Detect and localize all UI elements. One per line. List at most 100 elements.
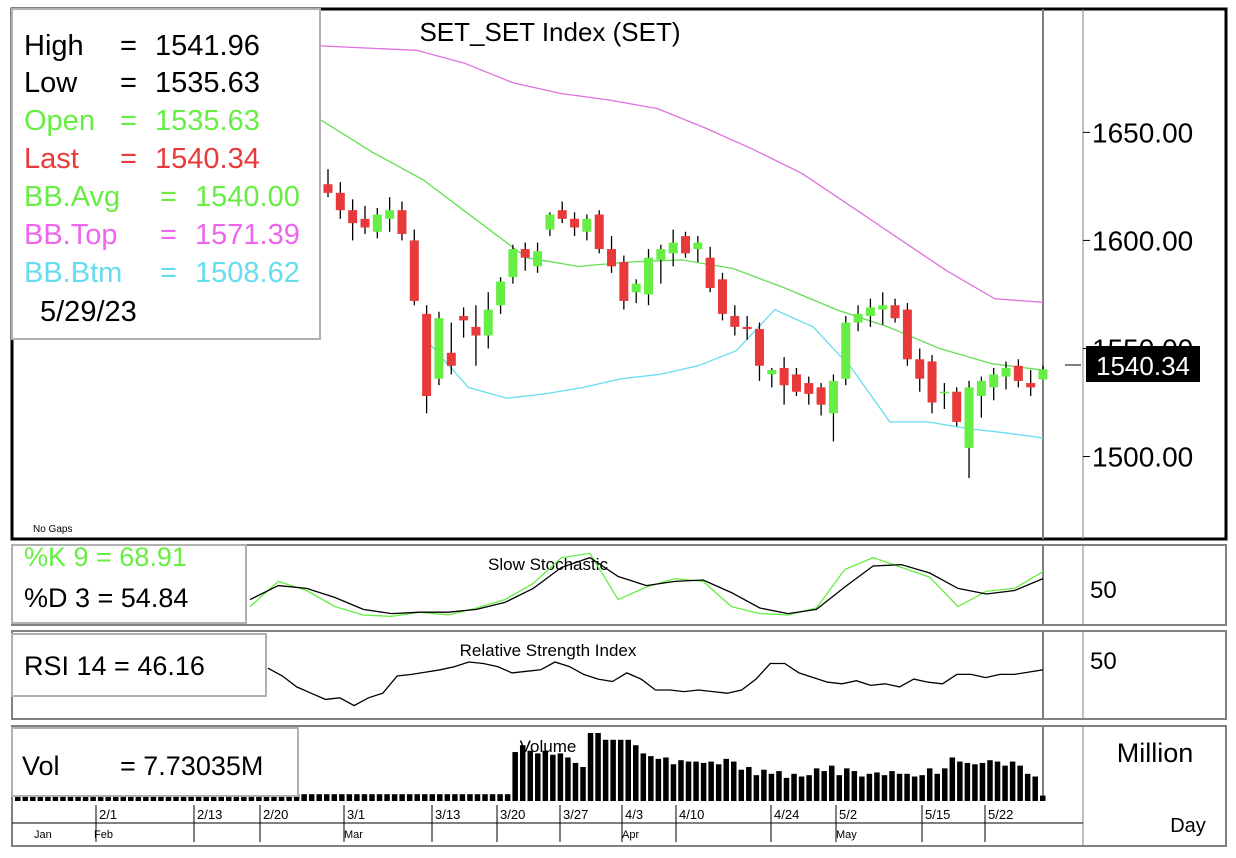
volume-bar bbox=[859, 776, 865, 801]
candle-body bbox=[742, 326, 752, 330]
candle-body bbox=[520, 249, 530, 258]
candle-body bbox=[964, 387, 974, 448]
volume-bar bbox=[625, 739, 631, 801]
bb-avg-line bbox=[319, 118, 1044, 371]
volume-bar bbox=[535, 753, 541, 801]
candle-body bbox=[1013, 365, 1023, 381]
candle-body bbox=[656, 249, 666, 260]
candle-body bbox=[779, 367, 789, 386]
candle-body bbox=[644, 257, 654, 295]
volume-bar bbox=[143, 794, 149, 801]
volume-bar bbox=[444, 794, 451, 801]
volume-bar bbox=[715, 764, 722, 801]
volume-bar bbox=[730, 761, 737, 801]
stochastic-k-line bbox=[249, 552, 1044, 618]
price-tick-label: 1650.00 bbox=[1092, 117, 1193, 148]
high-label: High bbox=[24, 30, 84, 62]
volume-bar bbox=[497, 794, 503, 801]
candle-body bbox=[989, 374, 999, 388]
volume-bar bbox=[1040, 795, 1046, 801]
candle-body bbox=[545, 214, 555, 230]
volume-bar bbox=[203, 794, 209, 801]
volume-bar bbox=[218, 794, 224, 801]
volume-bar bbox=[655, 758, 662, 801]
stochastic-d-line bbox=[249, 556, 1044, 615]
volume-bar bbox=[813, 768, 820, 801]
high-eq: = bbox=[120, 30, 137, 62]
volume-bar bbox=[210, 794, 217, 801]
volume-bar bbox=[904, 773, 910, 801]
date-label: 3/1 bbox=[347, 807, 365, 822]
volume-bar bbox=[173, 794, 179, 801]
last-price-badge-text: 1540.34 bbox=[1096, 351, 1190, 381]
volume-bar bbox=[241, 794, 247, 801]
bbtop-eq: = bbox=[160, 219, 177, 251]
rsi-label: RSI 14 = 46.16 bbox=[24, 651, 205, 681]
date-label: 5/15 bbox=[925, 807, 950, 822]
candle-body bbox=[668, 242, 678, 254]
candle-body bbox=[890, 305, 900, 319]
candle-body bbox=[927, 361, 937, 403]
volume-bar bbox=[550, 754, 556, 801]
date-label: 3/20 bbox=[500, 807, 525, 822]
stochastic-title: Slow Stochastic bbox=[488, 555, 608, 574]
candle-body bbox=[767, 370, 777, 375]
volume-bar bbox=[1009, 761, 1016, 801]
volume-bar bbox=[158, 794, 164, 801]
volume-bar bbox=[866, 773, 873, 801]
candle-body bbox=[348, 210, 358, 224]
volume-bar bbox=[105, 794, 111, 801]
volume-bar bbox=[919, 775, 925, 801]
bbavg-label: BB.Avg bbox=[24, 181, 120, 213]
rsi-title: Relative Strength Index bbox=[460, 641, 637, 660]
volume-bar bbox=[406, 794, 413, 801]
candle-body bbox=[754, 329, 764, 366]
month-label: Mar bbox=[344, 829, 363, 841]
stochastic-label-box bbox=[11, 544, 247, 624]
low-value: 1535.63 bbox=[155, 67, 260, 99]
date-label: 5/22 bbox=[988, 807, 1013, 822]
rsi-label-box bbox=[11, 633, 267, 697]
candle-body bbox=[607, 249, 617, 267]
volume-bar bbox=[670, 764, 677, 801]
volume-bar bbox=[263, 794, 270, 801]
volume-bar bbox=[806, 775, 812, 801]
candle-body bbox=[582, 218, 592, 232]
volume-bar bbox=[746, 767, 752, 801]
volume-bar bbox=[437, 794, 443, 801]
volume-bar bbox=[195, 794, 202, 801]
open-eq: = bbox=[120, 105, 137, 137]
rsi-line bbox=[267, 661, 1044, 707]
volume-bar bbox=[135, 794, 142, 801]
open-value: 1535.63 bbox=[155, 105, 260, 137]
volume-bar bbox=[602, 739, 609, 801]
volume-unit: Million bbox=[1117, 738, 1194, 768]
candle-body bbox=[323, 184, 333, 193]
volume-bar bbox=[708, 761, 714, 801]
volume-bar bbox=[45, 794, 51, 801]
bbbtm-eq: = bbox=[160, 257, 177, 289]
volume-bar bbox=[798, 776, 805, 801]
date-label: 2/13 bbox=[197, 807, 222, 822]
bbtop-label: BB.Top bbox=[24, 219, 118, 251]
volume-bar bbox=[286, 794, 292, 801]
volume-bar bbox=[293, 794, 300, 801]
volume-bar bbox=[761, 769, 767, 801]
volume-bar bbox=[399, 794, 405, 801]
volume-bar bbox=[678, 760, 684, 801]
candle-body bbox=[828, 380, 838, 414]
candle-body bbox=[496, 281, 506, 306]
volume-bar bbox=[783, 777, 790, 801]
candle-body bbox=[1038, 369, 1048, 380]
candle-body bbox=[422, 313, 432, 397]
volume-bar bbox=[580, 767, 586, 801]
candle-body bbox=[557, 210, 567, 219]
volume-bar bbox=[987, 760, 993, 801]
candle-body bbox=[397, 210, 407, 234]
volume-bar bbox=[226, 794, 232, 801]
candle-body bbox=[508, 249, 518, 278]
month-label: Feb bbox=[94, 829, 113, 841]
volume-bar bbox=[994, 761, 1001, 801]
candle-body bbox=[1026, 383, 1036, 388]
